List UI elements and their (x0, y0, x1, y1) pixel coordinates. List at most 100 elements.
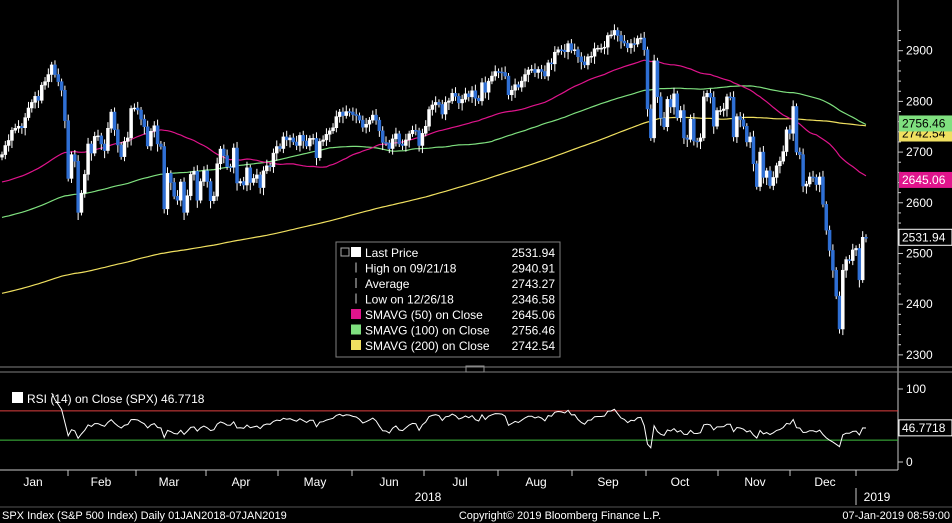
candle-body (566, 43, 570, 52)
candle-body (159, 143, 163, 147)
tag-sma100-bg (899, 115, 952, 132)
candle-body (374, 114, 378, 121)
candle-body (99, 135, 104, 145)
candle-body (13, 128, 17, 131)
candle-body (294, 141, 299, 146)
candle-body (539, 69, 544, 72)
legend-label: Last Price (365, 246, 419, 260)
candle-body (844, 259, 848, 271)
candle-body (755, 163, 759, 187)
candle-body (834, 269, 838, 297)
candle-body (10, 130, 14, 141)
candle-body (437, 102, 441, 105)
candle-body (73, 154, 77, 162)
candle-body (135, 107, 140, 111)
candle-body (526, 69, 531, 75)
candle-body (205, 170, 209, 182)
candle-body (261, 170, 266, 188)
candle-body (807, 176, 812, 185)
candle-body (473, 90, 478, 99)
candle-body (46, 74, 51, 82)
candle-body (831, 250, 835, 271)
candle-body (695, 140, 699, 143)
candle-body (132, 107, 137, 110)
candle-body (271, 152, 276, 168)
candle-body (351, 111, 355, 115)
candle-body (702, 96, 706, 139)
candle-body (841, 269, 845, 330)
footer-left: SPX Index (S&P 500 Index) Daily 01JAN201… (2, 510, 287, 522)
candle-body (318, 141, 322, 158)
candle-body (804, 183, 809, 187)
candle-body (39, 84, 44, 101)
tag-rsi-border (898, 419, 952, 437)
candle-body (814, 177, 819, 185)
candle-body (185, 195, 190, 213)
candle-body (400, 143, 405, 146)
candle-body (533, 69, 537, 73)
candle-body (275, 146, 279, 154)
candle-body (241, 181, 246, 186)
candle-body (308, 138, 312, 147)
candle-body (423, 125, 428, 134)
candle-body (430, 104, 435, 110)
candle-body (43, 81, 47, 86)
candle-body (377, 119, 382, 132)
candle-body (397, 133, 401, 145)
candle-body (404, 139, 408, 146)
candle-body (483, 82, 488, 93)
candle-body (523, 74, 527, 82)
legend-label: Low on 12/26/18 (365, 293, 454, 307)
candle-body (341, 111, 345, 116)
panel-resize-grip (465, 365, 485, 373)
candle-body (407, 133, 411, 141)
legend-value: 2531.94 (512, 246, 556, 260)
candle-body (480, 82, 484, 102)
candle-body (470, 90, 474, 98)
candle-body (212, 195, 216, 201)
x-month-label: Jul (452, 475, 467, 489)
candle-body (672, 93, 676, 108)
candle-body (519, 80, 524, 88)
tag-rsi: 46.7718 (902, 421, 946, 435)
x-month-label: Jun (379, 475, 398, 489)
candle-body (510, 89, 514, 96)
candle-body (725, 96, 729, 110)
candle-body (589, 56, 593, 58)
y-tick-label: 2500 (906, 246, 933, 260)
candle-body (228, 166, 233, 169)
legend-value: 2742.54 (512, 339, 556, 353)
candle-body (195, 171, 200, 201)
candle-body (688, 118, 693, 140)
candle-body (493, 71, 497, 77)
legend-label: High on 09/21/18 (365, 262, 457, 276)
candle-body (811, 176, 815, 179)
candle-body (682, 110, 686, 139)
rsi-swatch (12, 392, 23, 403)
candle-body (619, 35, 623, 42)
candle-body (652, 60, 656, 139)
candle-body (116, 129, 120, 146)
x-month-label: Feb (91, 475, 112, 489)
candle-body (609, 34, 613, 37)
candle-body (89, 143, 94, 154)
candle-body (460, 99, 464, 104)
candle-body (361, 119, 365, 128)
candle-body (238, 181, 243, 184)
candle-body (503, 72, 507, 77)
candle-body (860, 237, 865, 281)
candle-body (225, 155, 229, 168)
candle-body (265, 165, 269, 172)
candle-body (443, 102, 448, 115)
candle-body (245, 167, 249, 186)
candle-body (311, 138, 315, 140)
candle-body (0, 154, 4, 158)
candle-body (635, 38, 640, 45)
candle-body (579, 56, 584, 63)
candle-body (606, 35, 610, 48)
candle-body (582, 61, 587, 66)
candle-body (380, 130, 385, 143)
candle-body (711, 97, 716, 127)
candle-body (764, 170, 769, 178)
x-month-label: May (304, 475, 327, 489)
